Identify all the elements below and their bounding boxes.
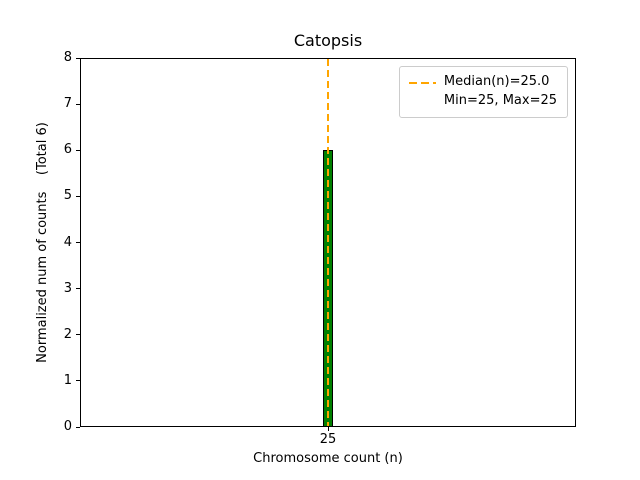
y-tick-mark — [76, 195, 80, 197]
y-tick-label: 3 — [63, 280, 72, 296]
x-tick-label: 25 — [319, 432, 337, 447]
legend-entry-minmax: Min=25, Max=25 — [409, 92, 557, 111]
legend: Median(n)=25.0 Min=25, Max=25 — [398, 66, 568, 118]
y-tick-label: 1 — [63, 372, 72, 388]
legend-entry-median: Median(n)=25.0 — [408, 73, 557, 92]
y-tick-label: 5 — [63, 188, 72, 204]
x-tick-mark — [328, 427, 329, 431]
y-tick-mark — [76, 242, 80, 243]
y-tick-mark — [76, 426, 80, 428]
y-tick-label: 8 — [63, 50, 72, 65]
chart-title: Catopsis — [293, 31, 363, 50]
median-dashed-line-swatch-icon — [408, 81, 436, 84]
y-tick-mark — [76, 103, 80, 105]
y-tick-mark — [76, 380, 80, 382]
y-tick-label: 4 — [63, 234, 72, 250]
y-tick-mark — [76, 334, 80, 336]
y-tick-label: 0 — [63, 419, 72, 434]
median-line — [327, 59, 329, 426]
y-tick-label: 6 — [63, 142, 72, 158]
plot-area: Median(n)=25.0 Min=25, Max=25 — [80, 58, 576, 427]
y-tick-label: 2 — [63, 326, 72, 342]
y-tick-mark — [76, 149, 80, 151]
legend-median-label: Median(n)=25.0 — [443, 74, 550, 90]
y-tick-mark — [76, 57, 80, 59]
y-tick-mark — [76, 288, 80, 290]
x-axis-label: Chromosome count (n) — [253, 451, 403, 466]
y-tick-label: 7 — [63, 96, 72, 112]
legend-minmax-label: Min=25, Max=25 — [443, 93, 557, 109]
